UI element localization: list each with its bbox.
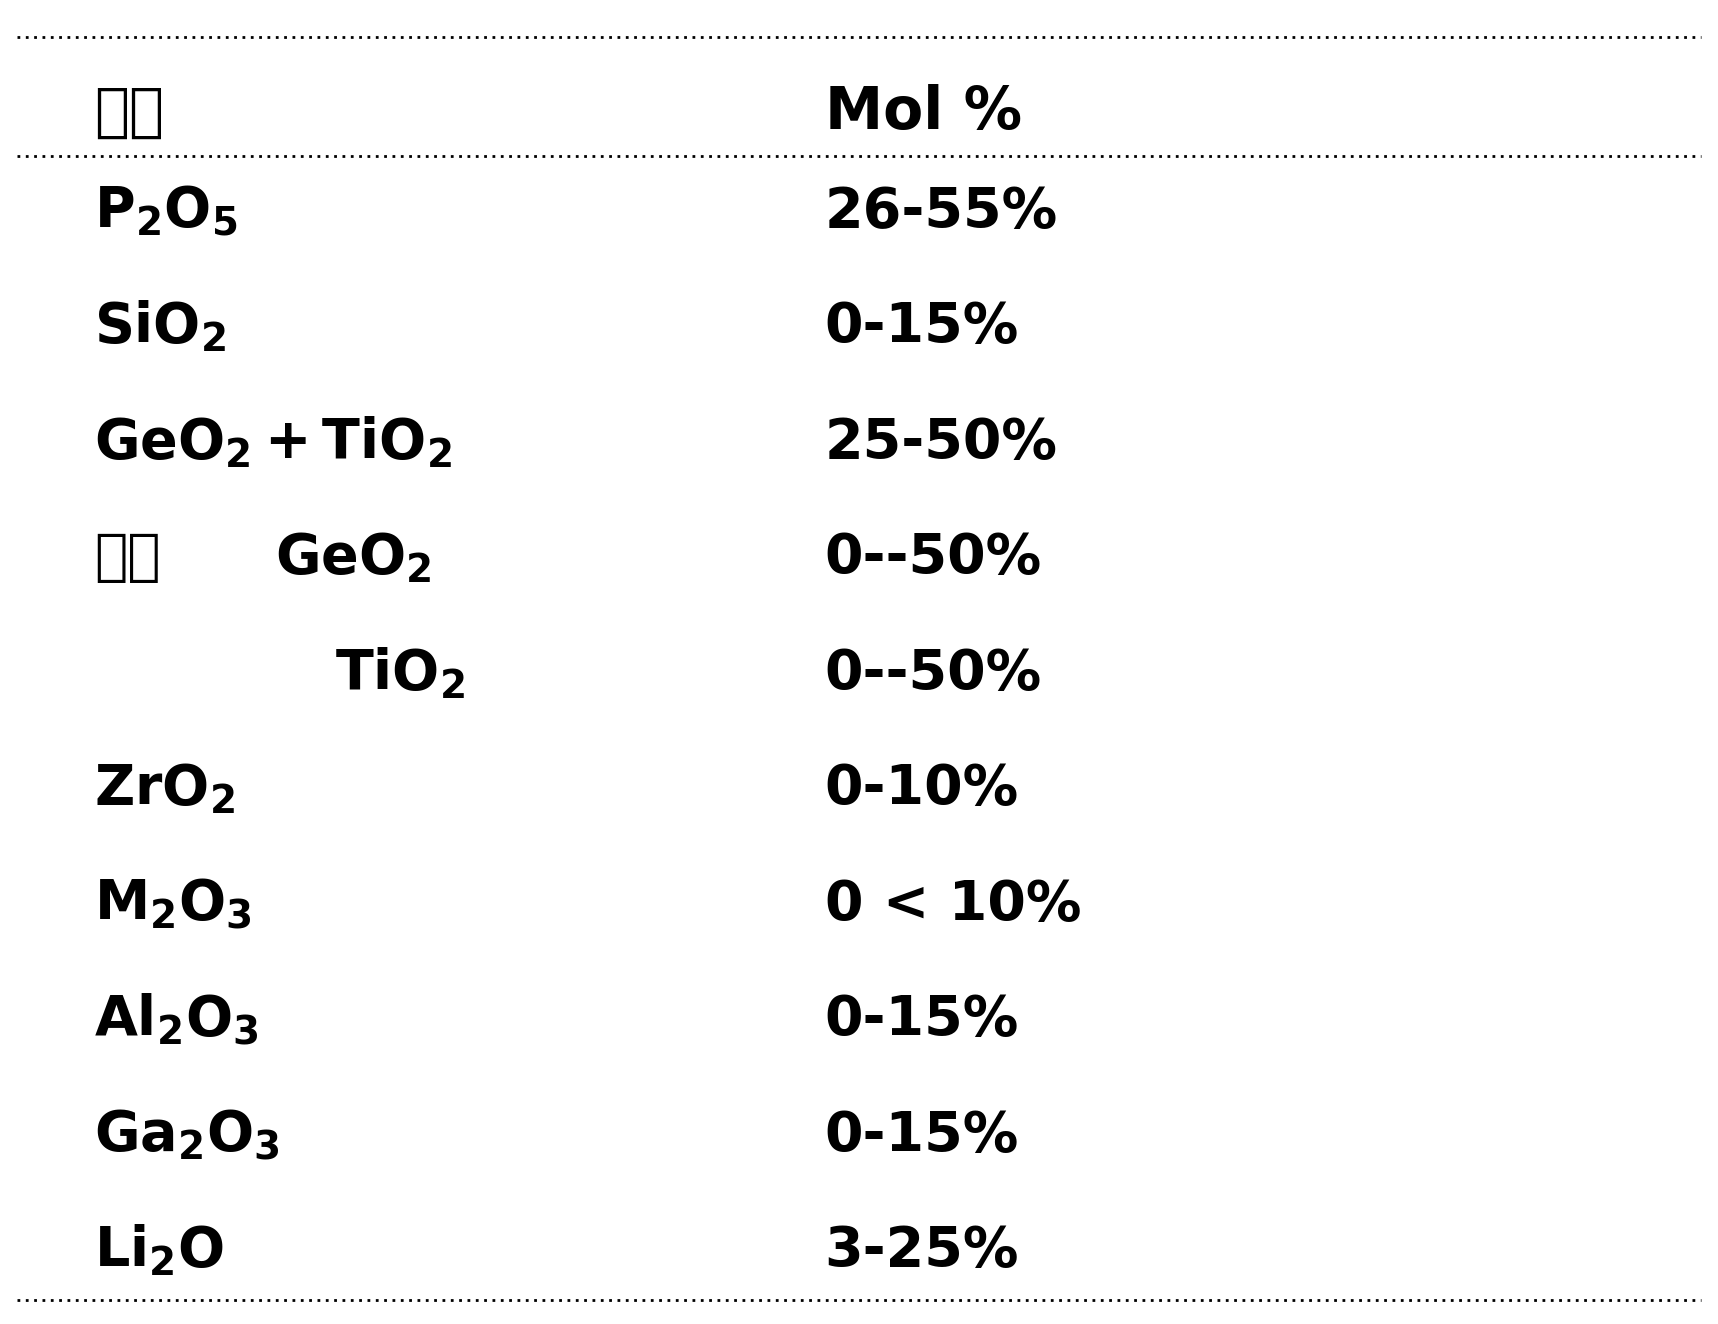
Text: 26-55%: 26-55%: [825, 185, 1058, 238]
Text: $\mathregular{GeO_2 + TiO_2}$: $\mathregular{GeO_2 + TiO_2}$: [94, 416, 452, 470]
Text: 0-15%: 0-15%: [825, 301, 1019, 355]
Text: 0-15%: 0-15%: [825, 1108, 1019, 1162]
Text: Mol %: Mol %: [825, 83, 1022, 142]
Text: 组分: 组分: [94, 83, 165, 142]
Text: $\mathregular{ZrO_2}$: $\mathregular{ZrO_2}$: [94, 763, 235, 817]
Text: 3-25%: 3-25%: [825, 1225, 1019, 1278]
Text: $\mathregular{Ga_2O_3}$: $\mathregular{Ga_2O_3}$: [94, 1108, 280, 1162]
Text: 25-50%: 25-50%: [825, 416, 1058, 470]
Text: $\mathregular{Li_2O}$: $\mathregular{Li_2O}$: [94, 1223, 225, 1279]
Text: 0--50%: 0--50%: [825, 646, 1041, 700]
Text: $\mathregular{SiO_2}$: $\mathregular{SiO_2}$: [94, 301, 227, 355]
Text: 0--50%: 0--50%: [825, 531, 1041, 585]
Text: $\mathregular{GeO_2}$: $\mathregular{GeO_2}$: [275, 531, 431, 585]
Text: 0 < 10%: 0 < 10%: [825, 878, 1081, 932]
Text: 其中: 其中: [94, 531, 161, 585]
Text: $\mathregular{Al_2O_3}$: $\mathregular{Al_2O_3}$: [94, 993, 259, 1047]
Text: $\mathregular{P_2O_5}$: $\mathregular{P_2O_5}$: [94, 184, 239, 240]
Text: $\mathregular{M_2O_3}$: $\mathregular{M_2O_3}$: [94, 878, 253, 932]
Text: $\mathregular{TiO_2}$: $\mathregular{TiO_2}$: [335, 646, 466, 700]
Text: 0-10%: 0-10%: [825, 763, 1019, 817]
Text: 0-15%: 0-15%: [825, 993, 1019, 1047]
